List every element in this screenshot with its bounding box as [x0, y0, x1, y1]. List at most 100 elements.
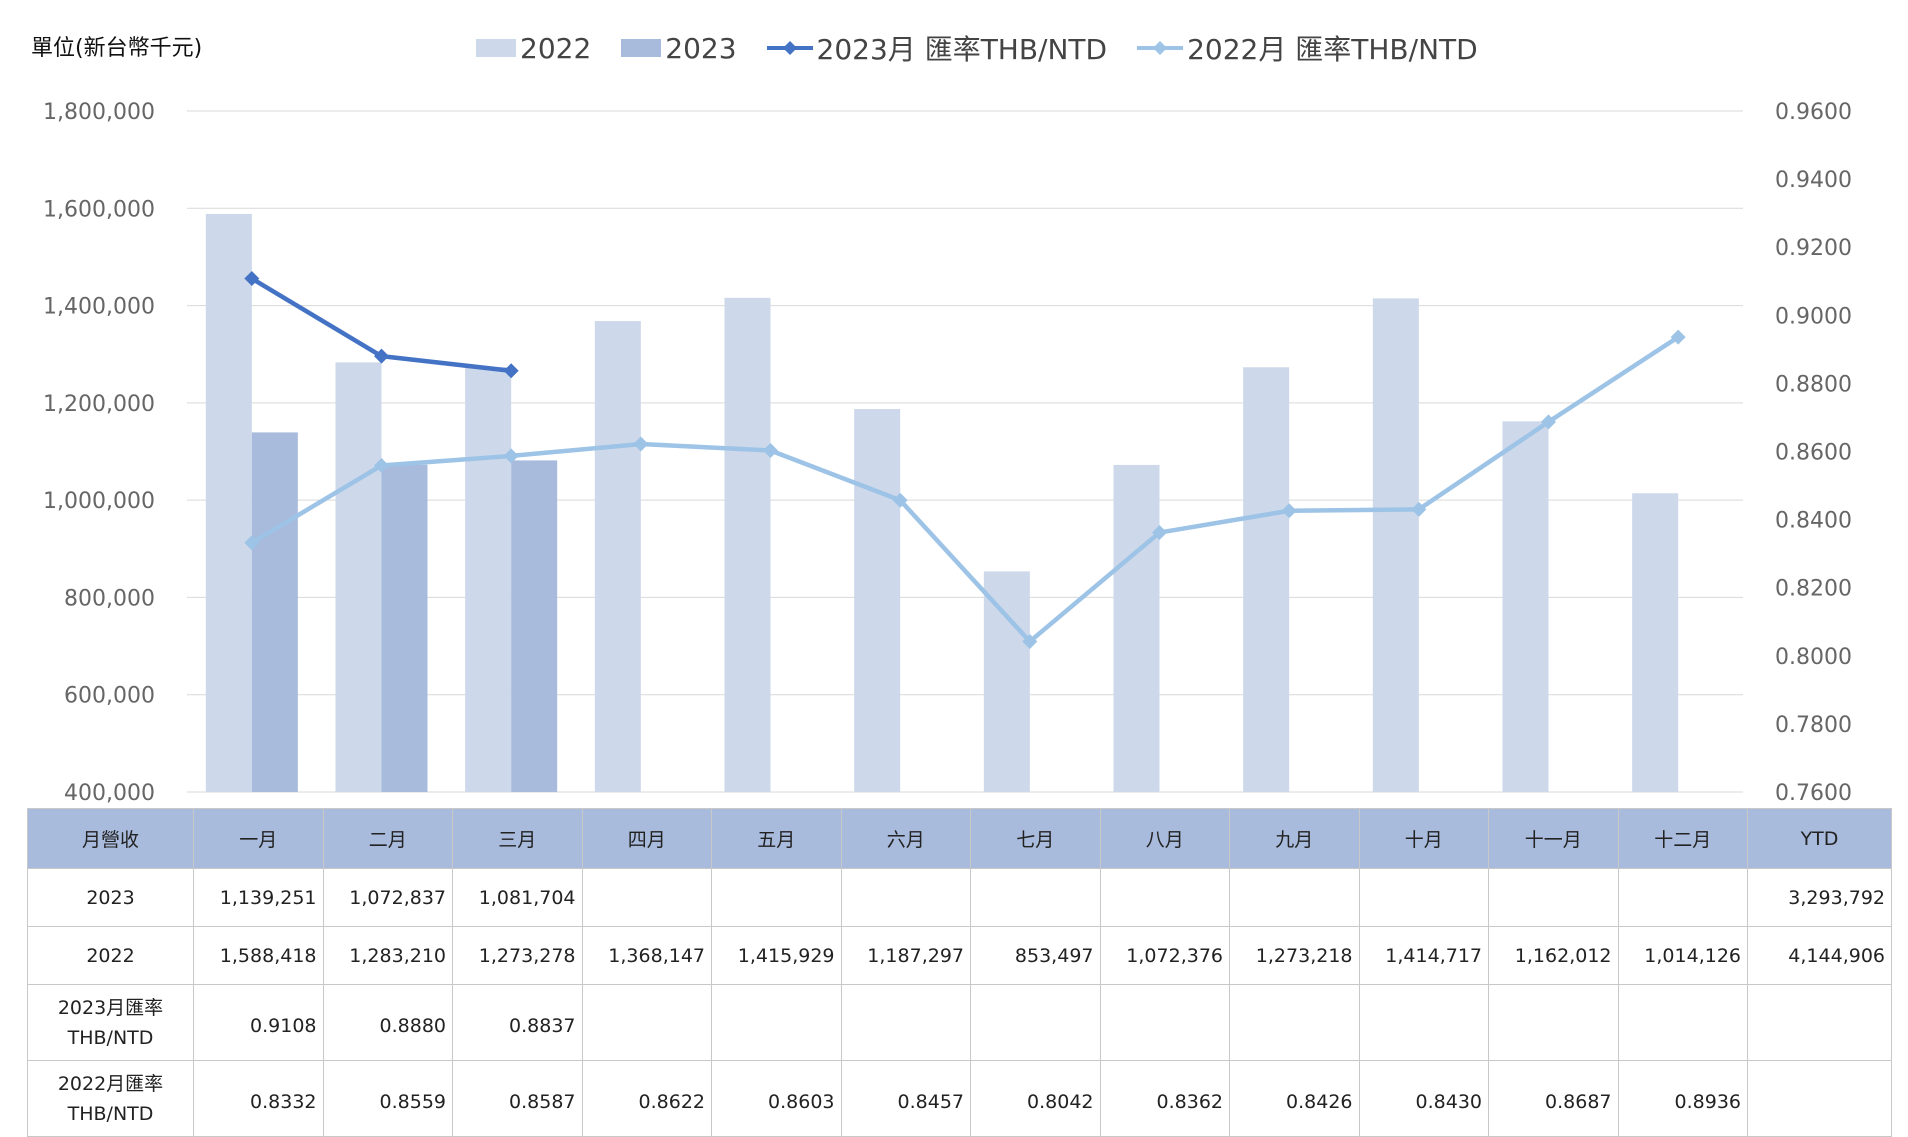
bar-2022 [983, 571, 1030, 792]
legend-swatch-2022 [476, 39, 516, 57]
point-rate-2022 [1152, 525, 1167, 541]
table-cell [1617, 984, 1748, 1061]
point-rate-2022 [1541, 414, 1556, 430]
table-cell [1747, 984, 1892, 1061]
y-left-tick-label: 1,600,000 [43, 197, 155, 222]
y-left-tick-label: 1,000,000 [43, 489, 155, 514]
y-right-tick-label: 0.7600 [1775, 781, 1852, 806]
table-cell [711, 984, 842, 1061]
table-header-cell: 十月 [1358, 808, 1489, 869]
table-header-cell: 一月 [193, 808, 324, 869]
legend-label-rate-2022: 2022月 匯率THB/NTD [1187, 33, 1478, 66]
y-left-tick-label: 1,400,000 [43, 295, 155, 320]
point-rate-2023 [244, 271, 260, 287]
legend-item-2023: 2023 [621, 31, 737, 65]
table-cell [1488, 984, 1619, 1061]
table-header-cell: 九月 [1229, 808, 1360, 869]
table-cell: 0.8880 [322, 984, 453, 1061]
point-rate-2022 [1022, 633, 1038, 649]
y-left-tick-label: 400,000 [64, 781, 155, 806]
table-row: 2022 1,588,418 1,283,210 1,273,278 1,368,147… [27, 926, 1892, 985]
point-rate-2022 [633, 436, 649, 452]
table-row: 2023 1,139,251 1,072,837 1,081,704 3,293,792 [27, 868, 1892, 927]
table-row-label: 2023月匯率 THB/NTD [27, 984, 194, 1061]
table-cell: 1,414,717 [1358, 926, 1489, 985]
table-header-cell: 四月 [581, 808, 712, 869]
row-label-line: THB/NTD [67, 1102, 154, 1125]
y-right-tick-label: 0.8400 [1775, 509, 1852, 534]
bar-2023 [381, 464, 428, 792]
legend-line-rate-2023 [766, 41, 813, 55]
table-header-cell: 七月 [970, 808, 1101, 869]
table-cell: 1,081,704 [452, 868, 583, 927]
row-label-line: 2022 [86, 944, 135, 967]
y-left-tick-label: 800,000 [64, 586, 155, 611]
y-left-tick-label: 1,200,000 [43, 392, 155, 417]
bar-2023 [511, 460, 558, 792]
y-right-tick-label: 0.9400 [1775, 168, 1852, 193]
table-cell: 0.8362 [1099, 1060, 1230, 1137]
table-cell: 0.8457 [840, 1060, 971, 1137]
table-cell [1358, 868, 1489, 927]
table-header-cell: 六月 [840, 808, 971, 869]
y-right-tick-label: 0.8600 [1775, 441, 1852, 466]
legend-label-2023: 2023 [665, 31, 737, 65]
point-rate-2022 [1411, 501, 1427, 517]
table-cell: 1,273,278 [452, 926, 583, 985]
y-right-tick-label: 0.7800 [1775, 713, 1852, 738]
bar-2022 [335, 362, 382, 792]
point-rate-2022 [763, 442, 778, 458]
table-cell: 1,368,147 [581, 926, 712, 985]
table-row-label: 2022月匯率 THB/NTD [27, 1060, 194, 1137]
y-right-tick-label: 0.9000 [1775, 304, 1852, 329]
table-header-cell: 三月 [452, 808, 583, 869]
table-header-cell: 十二月 [1617, 808, 1748, 869]
table-header-cell: 二月 [322, 808, 453, 869]
legend-swatch-2023 [621, 39, 662, 57]
table-cell: 1,283,210 [322, 926, 453, 985]
table-header-cell: YTD [1747, 808, 1892, 869]
y-right-tick-label: 0.9600 [1775, 100, 1852, 125]
table-cell [1099, 868, 1230, 927]
point-rate-2022 [892, 492, 908, 508]
row-label-line: THB/NTD [67, 1026, 154, 1049]
table-cell [970, 868, 1101, 927]
table-cell: 1,588,418 [193, 926, 324, 985]
point-rate-2023 [503, 363, 519, 379]
data-table: 月營收 一月 二月 三月 四月 五月 六月 七月 八月 九月 十月 十一月 十二月 YTD 2023 1,1… [27, 808, 1892, 1137]
y-right-tick-label: 0.8800 [1775, 372, 1852, 397]
table-cell: 0.8587 [452, 1060, 583, 1137]
table-cell: 1,162,012 [1488, 926, 1619, 985]
y-right-tick-label: 0.8200 [1775, 577, 1852, 602]
y-right-tick-label: 0.9200 [1775, 236, 1852, 261]
table-cell: 0.8837 [452, 984, 583, 1061]
table-cell [581, 984, 712, 1061]
table-cell [581, 868, 712, 927]
table-cell [1229, 868, 1360, 927]
y-right-tick-label: 0.8000 [1775, 645, 1852, 670]
bar-2022 [465, 367, 512, 792]
table-cell [1358, 984, 1489, 1061]
table-cell: 1,014,126 [1617, 926, 1748, 985]
table-row-label: 2022 [27, 926, 194, 985]
table-cell: 4,144,906 [1747, 926, 1892, 985]
table-row: 2023月匯率 THB/NTD 0.9108 0.8880 0.8837 [27, 984, 1892, 1061]
table-cell: 0.8042 [970, 1060, 1101, 1137]
table-cell [1617, 868, 1748, 927]
table-header-cell: 八月 [1099, 808, 1230, 869]
bar-2022 [1632, 493, 1679, 792]
y-left-tick-label: 1,800,000 [43, 100, 155, 125]
table-cell: 1,415,929 [711, 926, 842, 985]
point-rate-2022 [503, 448, 519, 464]
table-cell [1229, 984, 1360, 1061]
bar-2022 [1113, 464, 1160, 792]
table-cell: 1,187,297 [840, 926, 971, 985]
table-cell: 0.8936 [1617, 1060, 1748, 1137]
table-cell: 0.8559 [322, 1060, 453, 1137]
line-rate-2022 [250, 335, 1680, 644]
table-cell [1747, 1060, 1892, 1137]
point-rate-2023 [374, 348, 389, 364]
table-cell: 1,139,251 [193, 868, 324, 927]
point-rate-2022 [1670, 329, 1686, 345]
bar-2022 [1243, 367, 1290, 792]
